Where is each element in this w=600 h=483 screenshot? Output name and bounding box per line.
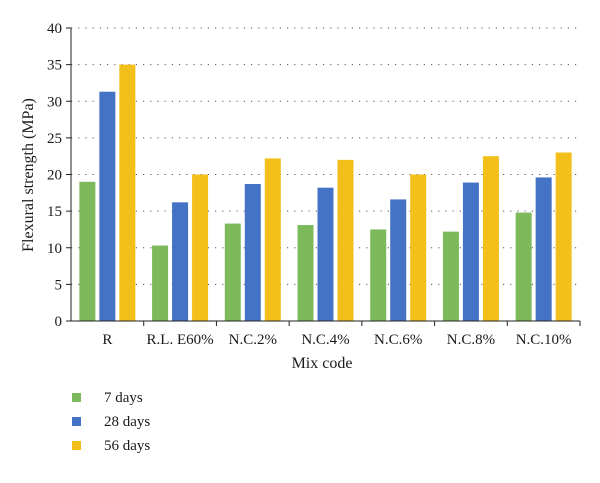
x-tick-label: N.C.6% [374,332,422,348]
legend-swatch [72,417,81,426]
bar-28-days-0 [99,91,116,321]
bar-28-days-1 [172,202,189,321]
legend-swatch [72,441,81,450]
grid-lines [66,27,581,326]
legend: 7 days 28 days 56 days [72,390,150,454]
bar-7-days-4 [370,229,387,321]
y-tick-label: 10 [47,241,62,257]
y-tick-label: 15 [47,204,62,220]
x-tick-label: N.C.8% [447,332,495,348]
x-axis-title: Mix code [292,355,353,372]
bar-7-days-3 [297,225,314,321]
axes [70,28,580,322]
bar-56-days-4 [410,174,427,321]
bar-28-days-3 [317,187,334,321]
bar-7-days-0 [79,181,96,321]
x-tick-label: N.C.10% [516,332,572,348]
bar-56-days-2 [264,158,281,321]
bar-56-days-3 [337,159,354,321]
bar-28-days-6 [535,177,552,321]
x-tick-labels: R R.L. E60% N.C.2% N.C.4% N.C.6% N.C.8% N.C.10… [102,332,571,348]
legend-label: 7 days [104,390,143,406]
bar-56-days-1 [192,174,209,321]
y-tick-label: 35 [47,58,62,74]
y-tick-label: 0 [55,314,63,330]
y-tick-label: 5 [55,277,63,293]
legend-label: 56 days [104,438,150,454]
bar-7-days-1 [152,245,169,321]
x-tick-label: N.C.4% [301,332,349,348]
y-tick-label: 40 [47,21,62,37]
bar-7-days-2 [224,223,241,321]
bar-28-days-4 [390,199,407,321]
y-tick-labels: 0 5 10 15 20 25 30 35 40 [47,21,62,330]
bar-28-days-5 [462,182,479,321]
legend-swatch [72,393,81,402]
y-tick-label: 20 [47,168,62,184]
bar-28-days-2 [244,184,261,321]
x-tick-label: R [102,332,112,348]
x-tick-label: R.L. E60% [147,332,214,348]
bar-56-days-0 [119,64,136,321]
y-axis-title: Flexural strength (MPa) [20,98,37,252]
bar-7-days-6 [515,212,532,321]
bars [79,64,572,321]
legend-label: 28 days [104,414,150,430]
bar-7-days-5 [442,231,459,321]
x-tick-label: N.C.2% [229,332,277,348]
y-tick-label: 25 [47,131,62,147]
y-tick-label: 30 [47,94,62,110]
bar-56-days-6 [555,152,572,321]
bar-56-days-5 [482,156,499,321]
